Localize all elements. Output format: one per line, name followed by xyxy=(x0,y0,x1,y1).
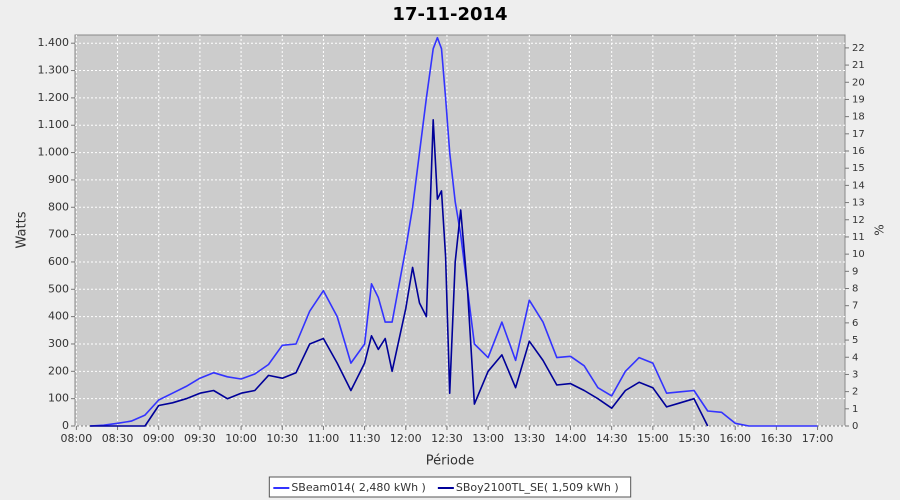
y2-tick-label: 19 xyxy=(852,94,865,105)
y-tick-label: 1.000 xyxy=(38,146,70,159)
x-tick-label: 17:00 xyxy=(802,432,834,445)
y-tick-label: 300 xyxy=(48,337,69,350)
x-axis-label: Période xyxy=(426,454,475,469)
x-tick-label: 11:00 xyxy=(308,432,340,445)
y2-tick-label: 14 xyxy=(852,180,865,191)
y2-tick-label: 10 xyxy=(852,249,865,260)
x-tick-label: 12:00 xyxy=(390,432,422,445)
x-tick-label: 16:00 xyxy=(719,432,751,445)
y-tick-label: 200 xyxy=(48,364,69,377)
y2-tick-label: 12 xyxy=(852,215,865,226)
y2-tick-label: 20 xyxy=(852,77,865,88)
x-tick-label: 09:00 xyxy=(143,432,175,445)
x-tick-label: 08:00 xyxy=(61,432,93,445)
legend-label: SBoy2100TL_SE( 1,509 kWh ) xyxy=(456,481,619,494)
x-tick-label: 12:30 xyxy=(431,432,463,445)
y-tick-label: 0 xyxy=(62,419,69,432)
y2-tick-label: 7 xyxy=(852,301,858,312)
y-tick-label: 1.300 xyxy=(38,64,70,77)
y2-tick-label: 1 xyxy=(852,404,858,415)
x-tick-label: 14:30 xyxy=(596,432,628,445)
x-tick-label: 15:00 xyxy=(637,432,669,445)
x-tick-label: 16:30 xyxy=(761,432,793,445)
x-tick-label: 08:30 xyxy=(102,432,134,445)
y2-tick-label: 5 xyxy=(852,335,858,346)
y-tick-label: 1.200 xyxy=(38,91,70,104)
y-tick-label: 1.400 xyxy=(38,36,70,49)
chart-title: 17-11-2014 xyxy=(392,4,507,25)
x-tick-label: 10:00 xyxy=(225,432,257,445)
x-tick-label: 14:00 xyxy=(555,432,587,445)
y2-tick-label: 0 xyxy=(852,421,858,432)
y-tick-label: 400 xyxy=(48,310,69,323)
y-tick-label: 500 xyxy=(48,282,69,295)
y2-tick-label: 9 xyxy=(852,266,858,277)
y-tick-label: 600 xyxy=(48,255,69,268)
y2-axis-label: % xyxy=(873,224,887,235)
y-tick-label: 700 xyxy=(48,228,69,241)
y2-tick-label: 6 xyxy=(852,318,858,329)
series-line xyxy=(90,36,818,427)
y-tick-label: 100 xyxy=(48,392,69,405)
y2-tick-label: 21 xyxy=(852,60,865,71)
legend: SBeam014( 2,480 kWh ) SBoy2100TL_SE( 1,50… xyxy=(268,476,632,498)
y2-tick-label: 16 xyxy=(852,146,865,157)
y-tick-label: 1.100 xyxy=(38,118,70,131)
y2-tick-label: 13 xyxy=(852,198,865,209)
series-line xyxy=(90,119,709,427)
x-tick-label: 10:30 xyxy=(266,432,298,445)
x-tick-label: 09:30 xyxy=(184,432,216,445)
y2-tick-label: 18 xyxy=(852,112,865,123)
y2-tick-label: 11 xyxy=(852,232,865,243)
x-tick-label: 13:30 xyxy=(513,432,545,445)
legend-label: SBeam014( 2,480 kWh ) xyxy=(291,481,426,494)
y2-tick-label: 4 xyxy=(852,352,858,363)
x-tick-label: 11:30 xyxy=(349,432,381,445)
x-tick-label: 13:00 xyxy=(472,432,504,445)
y2-tick-label: 15 xyxy=(852,163,865,174)
y2-tick-label: 17 xyxy=(852,129,865,140)
x-tick-label: 15:30 xyxy=(678,432,710,445)
y-tick-label: 900 xyxy=(48,173,69,186)
y-axis-label: Watts xyxy=(15,211,30,248)
y-tick-label: 800 xyxy=(48,200,69,213)
y2-tick-label: 22 xyxy=(852,43,865,54)
y2-tick-label: 8 xyxy=(852,284,858,295)
y2-tick-label: 3 xyxy=(852,369,858,380)
y2-tick-label: 2 xyxy=(852,387,858,398)
